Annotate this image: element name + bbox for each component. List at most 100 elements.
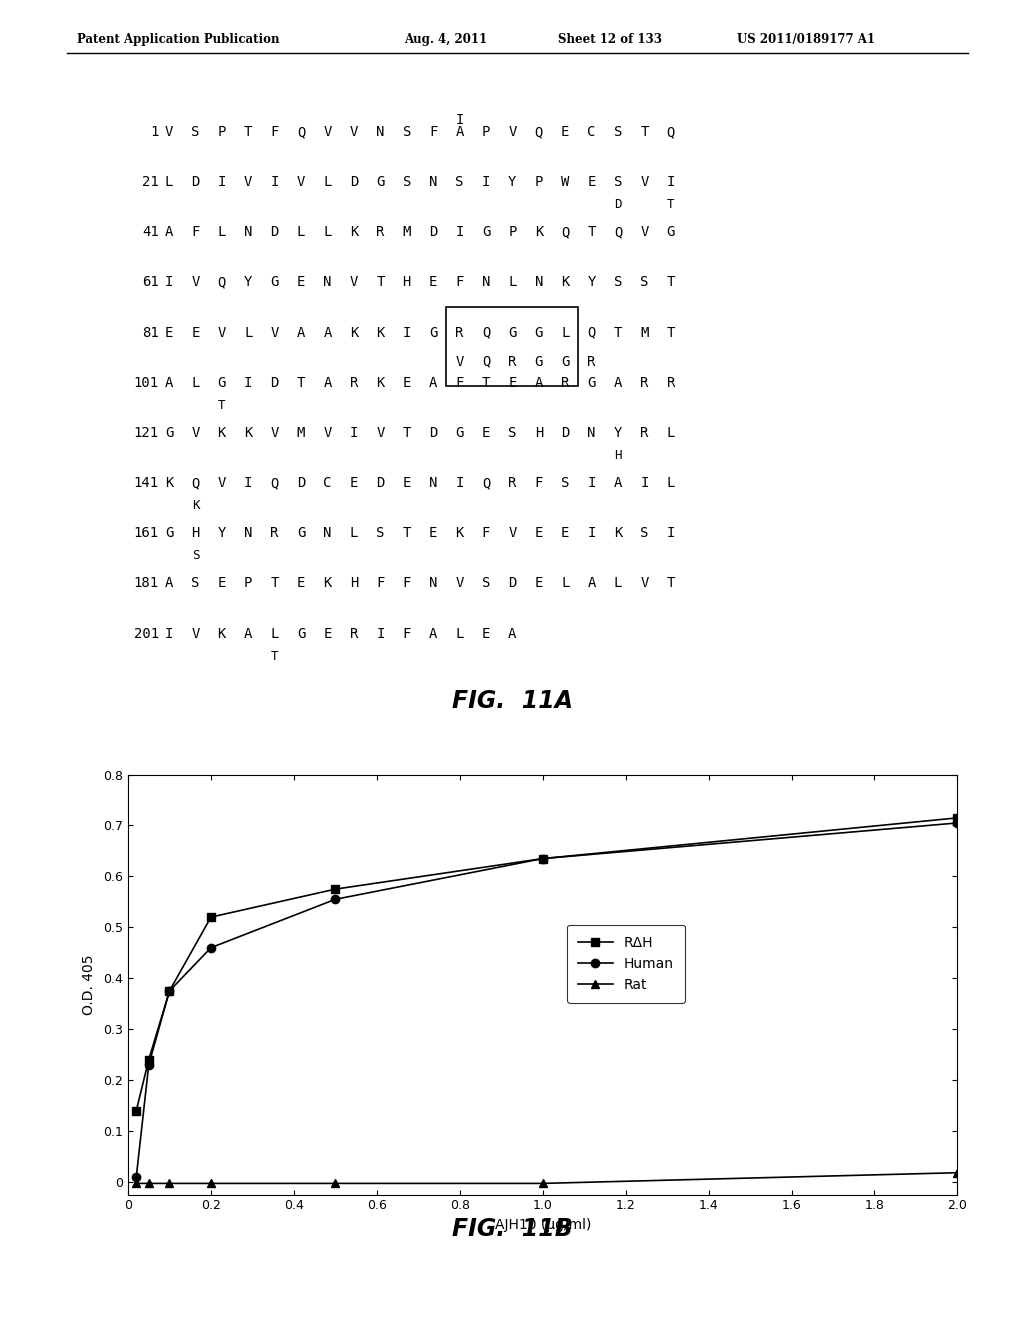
Human	[205, 940, 217, 956]
Text: S: S	[456, 176, 464, 189]
Text: I: I	[640, 477, 648, 490]
Text: V: V	[640, 577, 648, 590]
Text: E: E	[429, 527, 437, 540]
Text: M: M	[297, 426, 305, 440]
Text: I: I	[588, 477, 596, 490]
Text: I: I	[667, 176, 675, 189]
Text: F: F	[402, 627, 411, 640]
Text: E: E	[535, 577, 543, 590]
Rat	[537, 1176, 549, 1192]
Text: T: T	[376, 276, 384, 289]
Text: G: G	[588, 376, 596, 389]
Text: Q: Q	[482, 326, 490, 339]
Text: H: H	[350, 577, 358, 590]
Text: V: V	[456, 577, 464, 590]
Text: 181: 181	[133, 577, 159, 590]
Text: F: F	[270, 125, 279, 139]
Text: Q: Q	[191, 477, 200, 490]
Text: I: I	[165, 276, 173, 289]
Text: G: G	[297, 627, 305, 640]
Text: Aug. 4, 2011: Aug. 4, 2011	[404, 33, 487, 46]
Text: S: S	[191, 125, 200, 139]
Text: M: M	[402, 226, 411, 239]
Text: P: P	[508, 226, 516, 239]
Text: G: G	[508, 326, 516, 339]
Text: I: I	[218, 176, 226, 189]
Text: T: T	[482, 376, 490, 389]
Text: R: R	[456, 326, 464, 339]
Text: T: T	[271, 649, 279, 663]
Text: Y: Y	[588, 276, 596, 289]
Text: V: V	[191, 276, 200, 289]
Text: I: I	[482, 176, 490, 189]
Text: A: A	[297, 326, 305, 339]
Text: K: K	[456, 527, 464, 540]
Text: S: S	[191, 577, 200, 590]
Text: S: S	[561, 477, 569, 490]
Text: L: L	[324, 226, 332, 239]
Text: FIG.  11A: FIG. 11A	[452, 689, 572, 713]
Text: Q: Q	[614, 226, 623, 239]
Text: P: P	[482, 125, 490, 139]
Text: E: E	[191, 326, 200, 339]
Text: F: F	[482, 527, 490, 540]
Text: Sheet 12 of 133: Sheet 12 of 133	[558, 33, 663, 46]
Text: E: E	[218, 577, 226, 590]
Text: V: V	[350, 276, 358, 289]
Rat	[330, 1176, 342, 1192]
Text: K: K	[376, 376, 384, 389]
Text: Q: Q	[667, 125, 675, 139]
Text: D: D	[561, 426, 569, 440]
Human	[164, 983, 176, 999]
Text: T: T	[668, 198, 675, 211]
Text: N: N	[429, 176, 437, 189]
Text: V: V	[191, 627, 200, 640]
Text: US 2011/0189177 A1: US 2011/0189177 A1	[737, 33, 876, 46]
Text: I: I	[667, 527, 675, 540]
Text: E: E	[429, 276, 437, 289]
Rat	[205, 1176, 217, 1192]
Text: D: D	[508, 577, 516, 590]
Text: G: G	[165, 426, 173, 440]
Text: A: A	[456, 125, 464, 139]
RΔH	[205, 909, 217, 925]
Text: Q: Q	[270, 477, 279, 490]
Text: 141: 141	[133, 477, 159, 490]
Text: F: F	[535, 477, 543, 490]
Text: M: M	[640, 326, 648, 339]
Text: H: H	[191, 527, 200, 540]
Text: V: V	[270, 326, 279, 339]
RΔH	[130, 1102, 142, 1118]
Text: R: R	[640, 376, 648, 389]
Text: Y: Y	[508, 176, 516, 189]
Text: T: T	[640, 125, 648, 139]
Rat	[951, 1164, 964, 1180]
Text: N: N	[324, 527, 332, 540]
Text: L: L	[614, 577, 623, 590]
Text: E: E	[588, 176, 596, 189]
Text: F: F	[456, 276, 464, 289]
Text: N: N	[535, 276, 543, 289]
Text: I: I	[456, 112, 464, 127]
Text: E: E	[482, 426, 490, 440]
Text: Q: Q	[218, 276, 226, 289]
Rat	[142, 1176, 155, 1192]
Text: R: R	[640, 426, 648, 440]
Human	[537, 850, 549, 866]
Text: I: I	[402, 326, 411, 339]
Text: E: E	[535, 527, 543, 540]
Text: F: F	[429, 125, 437, 139]
Text: T: T	[667, 276, 675, 289]
Text: S: S	[482, 577, 490, 590]
Text: S: S	[402, 176, 411, 189]
Text: 41: 41	[142, 226, 159, 239]
Text: A: A	[165, 376, 173, 389]
Text: G: G	[270, 276, 279, 289]
Text: A: A	[614, 477, 623, 490]
Text: R: R	[350, 627, 358, 640]
Text: N: N	[429, 477, 437, 490]
Text: T: T	[588, 226, 596, 239]
Text: K: K	[324, 577, 332, 590]
Text: N: N	[244, 226, 252, 239]
Text: D: D	[429, 426, 437, 440]
